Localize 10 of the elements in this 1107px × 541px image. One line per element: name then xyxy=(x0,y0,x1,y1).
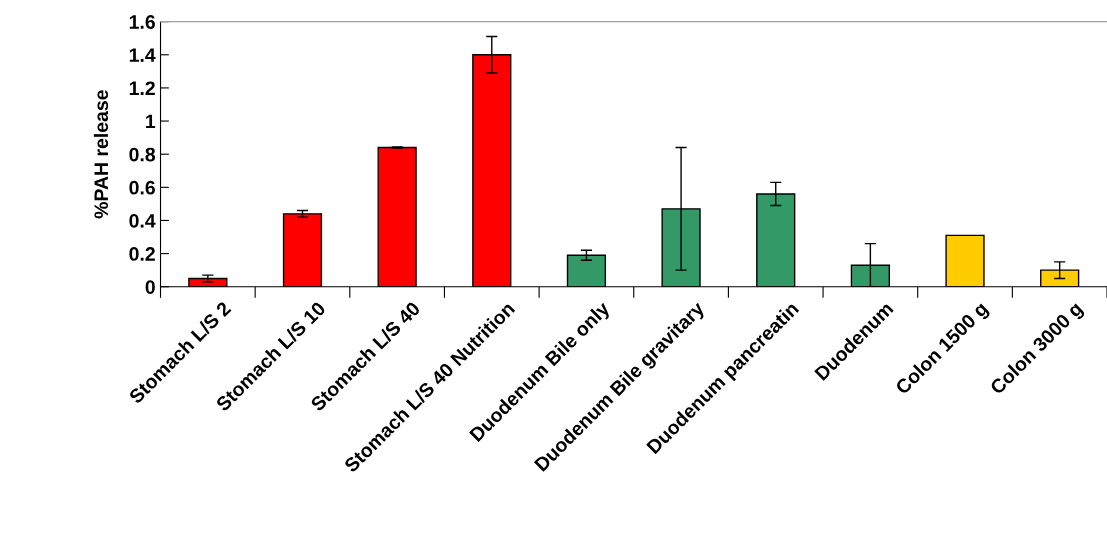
y-tick-label: 0 xyxy=(145,280,155,294)
y-tick-label: 1.4 xyxy=(129,48,156,62)
y-tick-label: 0.2 xyxy=(129,247,155,261)
y-tick-label: 1.6 xyxy=(129,15,155,29)
y-axis-title: %PAH release xyxy=(93,90,109,219)
y-tick-label: 0.8 xyxy=(129,147,156,162)
y-tick-label: 1.2 xyxy=(129,81,155,95)
y-tick-label: 0.4 xyxy=(129,213,156,228)
y-tick-label: 1 xyxy=(146,114,156,129)
y-tick-label: 0.6 xyxy=(129,180,155,195)
